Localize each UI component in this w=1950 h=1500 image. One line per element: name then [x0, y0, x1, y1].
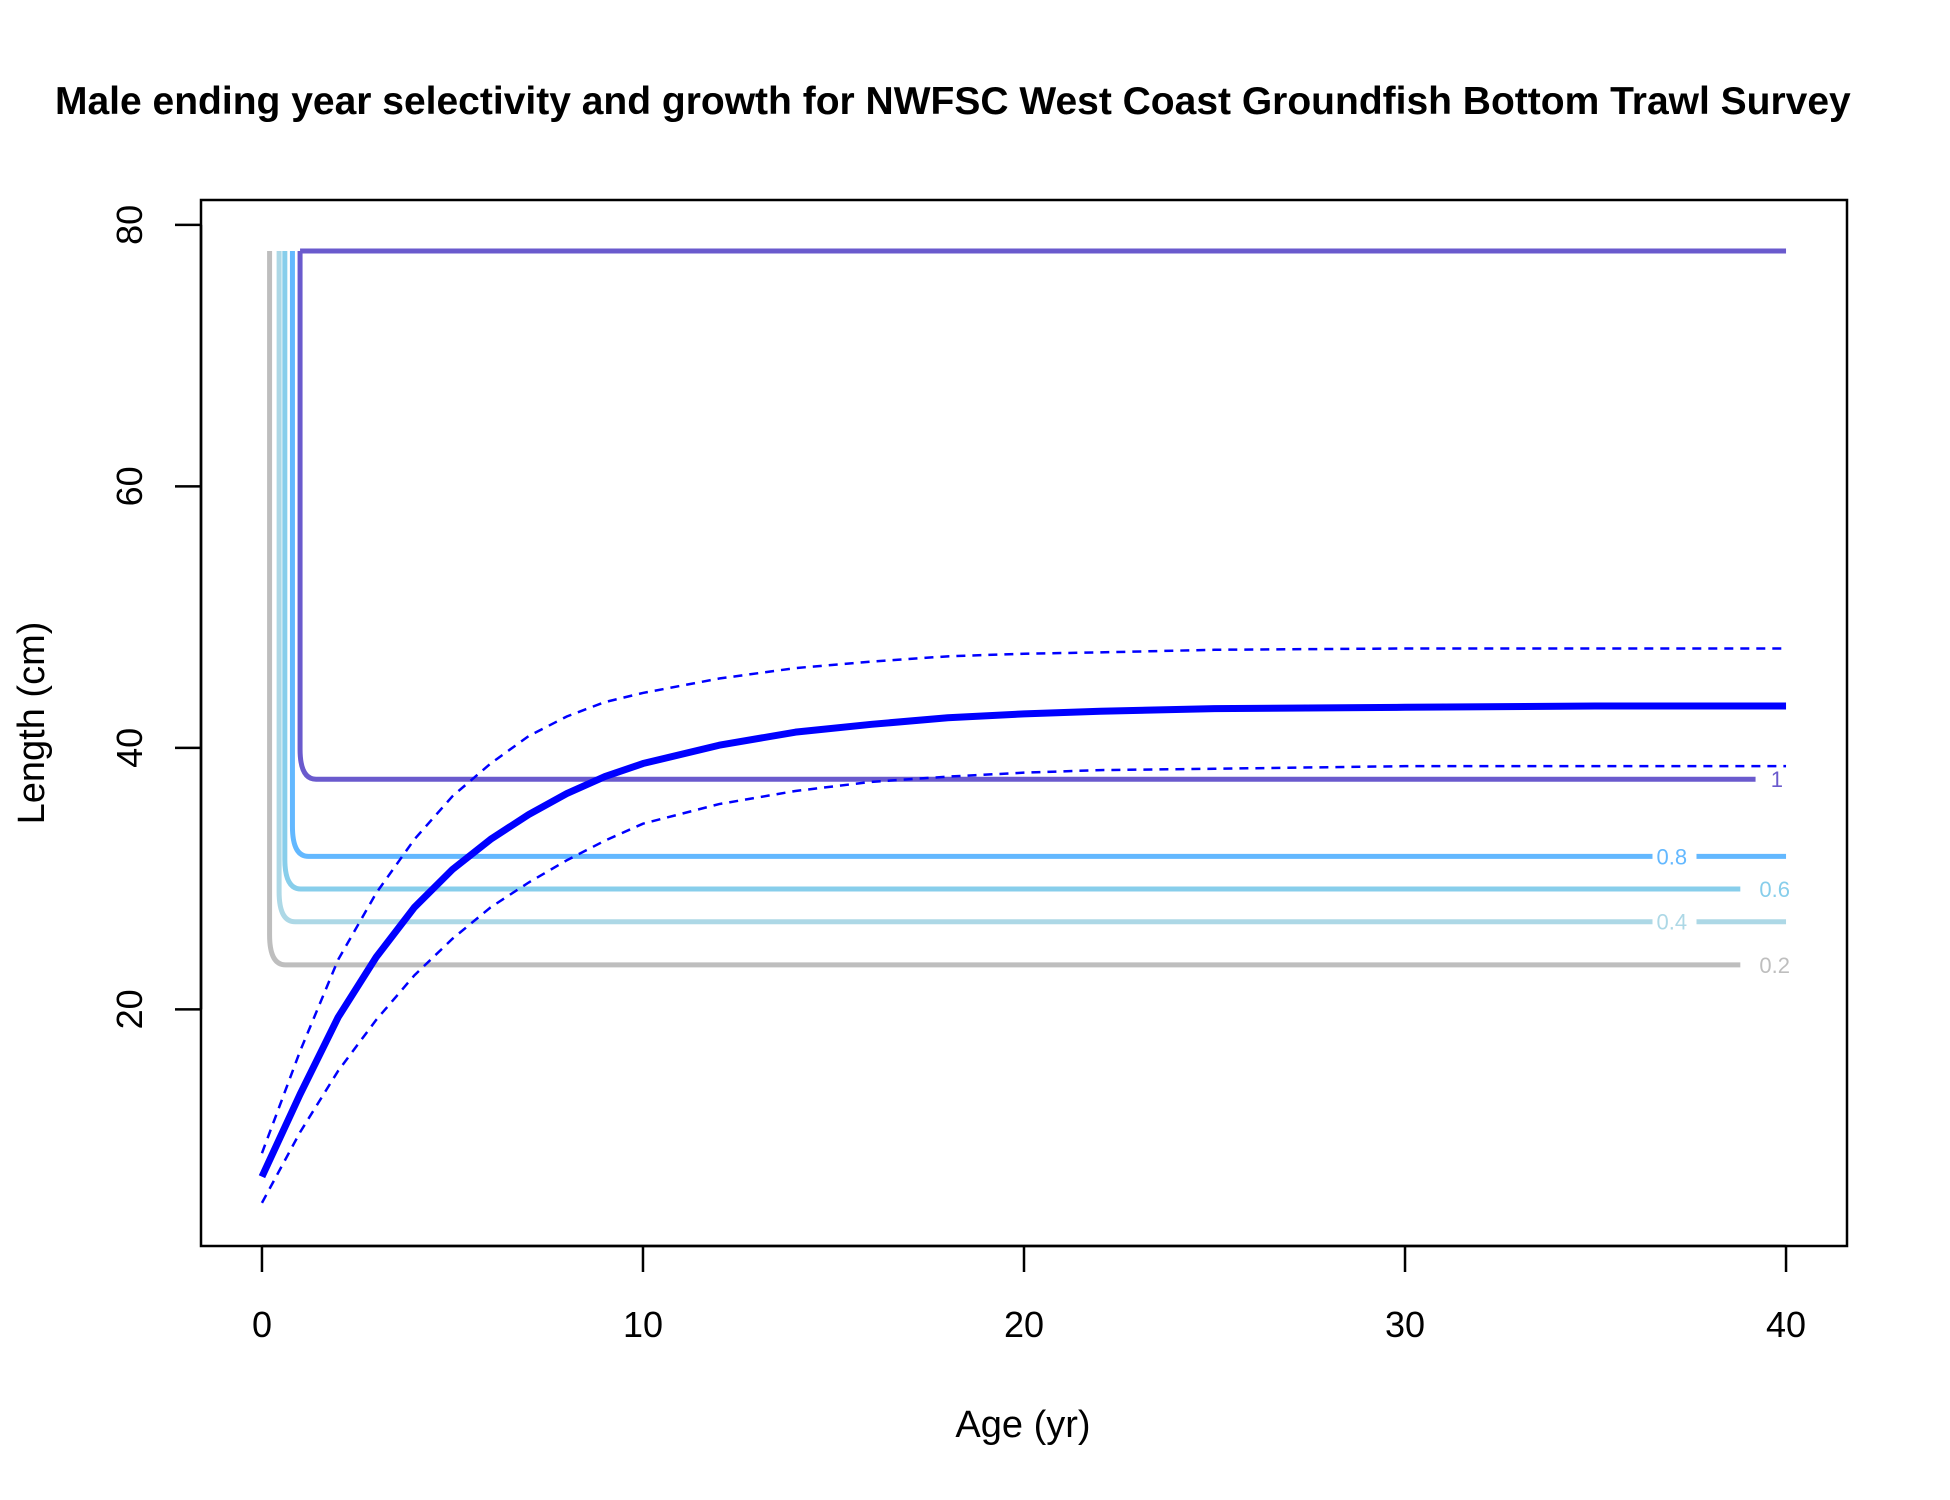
contour-line-0-8: [289, 250, 1787, 859]
plot-frame: [199, 198, 1849, 1248]
x-tick-label-20: 20: [1004, 1304, 1044, 1345]
x-axis: 0 10 20 30 40: [252, 1244, 1806, 1345]
y-tick-label-60: 60: [109, 466, 150, 506]
contour-label-bg-0-6: [1755, 875, 1800, 904]
x-axis-label: Age (yr): [955, 1404, 1090, 1446]
growth-upper-ci-line: [260, 647, 1787, 1154]
x-tick-label-40: 40: [1766, 1304, 1806, 1345]
x-tick-label-10: 10: [623, 1304, 663, 1345]
contour-label-1: 1: [1771, 767, 1783, 792]
y-axis-label: Length (cm): [11, 622, 53, 825]
contour-label-0-4: 0.4: [1656, 910, 1687, 935]
y-tick-label-40: 40: [109, 728, 150, 768]
contour-line-0-4: [276, 250, 1787, 925]
growth-mean-line: [258, 702, 1787, 1179]
contour-label-bg-0-8: [1652, 842, 1697, 871]
contour-label-0-2: 0.2: [1759, 953, 1790, 978]
y-axis: 20 40 60 80: [109, 205, 203, 1029]
contour-label-bg-1: [1766, 765, 1811, 794]
chart-title: Male ending year selectivity and growth …: [55, 80, 1851, 123]
contour-line-1: [297, 250, 1756, 782]
y-tick-label-20: 20: [109, 989, 150, 1029]
x-tick-label-30: 30: [1385, 1304, 1425, 1345]
contour-line-0-6: [282, 250, 1741, 892]
growth-lower-ci-line: [260, 764, 1787, 1204]
plot-area: 0.2 0.4 0.6 0.8 1: [258, 248, 1811, 1204]
contour-label-0-8: 0.8: [1656, 844, 1687, 869]
contour-label-bg-0-2: [1755, 950, 1800, 979]
contour-label-0-6: 0.6: [1759, 877, 1790, 902]
contour-label-bg-0-4: [1652, 907, 1697, 936]
y-tick-label-80: 80: [109, 205, 150, 245]
contour-line-0-2: [267, 250, 1741, 968]
x-tick-label-0: 0: [252, 1304, 272, 1345]
